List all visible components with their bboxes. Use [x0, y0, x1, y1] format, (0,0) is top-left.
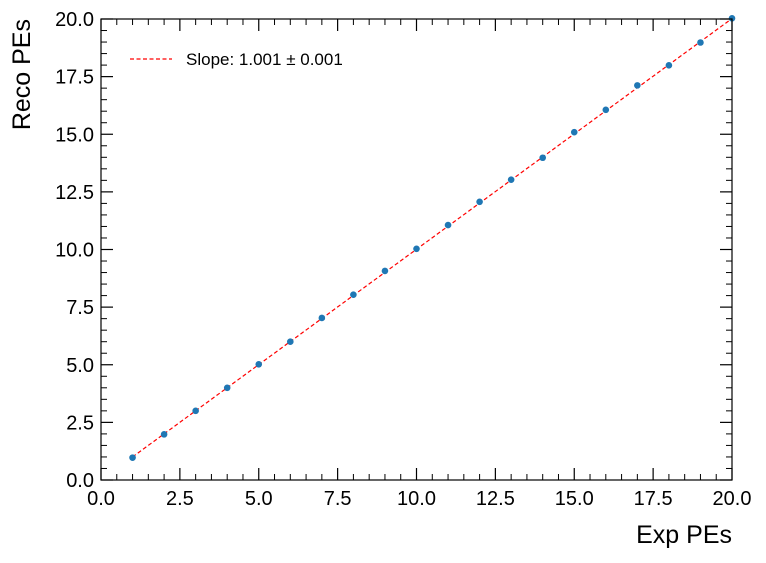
- data-point: [728, 15, 736, 22]
- data-point: [665, 62, 673, 69]
- y-tick-label: 2.5: [66, 412, 94, 434]
- data-point: [160, 431, 168, 438]
- legend-fit-line-label: Slope: 1.001 ± 0.001: [186, 50, 343, 69]
- x-tick-label: 2.5: [166, 488, 194, 510]
- data-point: [697, 39, 704, 46]
- x-tick-label: 12.5: [476, 488, 515, 510]
- data-point: [507, 176, 515, 183]
- fit-line-layer: [132, 18, 733, 458]
- data-point: [223, 384, 231, 392]
- plot-frame: [100, 18, 733, 481]
- data-point: [255, 360, 263, 368]
- data-point: [350, 291, 357, 298]
- x-tick-label: 20.0: [713, 488, 752, 510]
- x-tick-label: 10.0: [397, 488, 436, 510]
- y-tick-label: 15.0: [55, 124, 94, 146]
- data-point: [318, 314, 326, 322]
- y-tick-label: 17.5: [55, 67, 94, 89]
- data-point: [413, 245, 420, 253]
- y-tick-label: 12.5: [55, 182, 94, 204]
- x-tick-label: 0.0: [87, 488, 115, 510]
- x-tick-label: 5.0: [245, 488, 273, 510]
- data-point: [634, 82, 641, 89]
- y-axis-label: Reco PEs: [8, 19, 36, 130]
- data-points: [129, 15, 736, 461]
- data-point: [381, 267, 389, 275]
- x-tick-label: 7.5: [324, 488, 352, 510]
- data-point: [476, 198, 483, 206]
- data-point: [287, 338, 294, 346]
- legend: Slope: 1.001 ± 0.001: [130, 50, 343, 69]
- x-axis-label: Exp PEs: [636, 521, 732, 549]
- data-point: [570, 128, 578, 136]
- data-point: [539, 154, 546, 162]
- tick-labels: 0.0 2.5 5.0 7.5 10.0 12.5 15.0 17.5 20.0 0.0 2.5 5.…: [55, 9, 751, 510]
- x-tick-label: 15.0: [555, 488, 594, 510]
- y-tick-label: 20.0: [55, 9, 94, 31]
- data-point: [192, 407, 199, 415]
- x-tick-label: 17.5: [634, 488, 673, 510]
- y-tick-label: 10.0: [55, 240, 94, 262]
- data-point: [444, 221, 452, 229]
- data-point: [602, 106, 610, 114]
- y-tick-label: 0.0: [66, 470, 94, 492]
- axis-ticks: [100, 18, 733, 481]
- fit-line: [132, 18, 733, 458]
- data-point: [129, 454, 136, 461]
- y-tick-label: 5.0: [66, 355, 94, 377]
- y-tick-label: 7.5: [66, 297, 94, 319]
